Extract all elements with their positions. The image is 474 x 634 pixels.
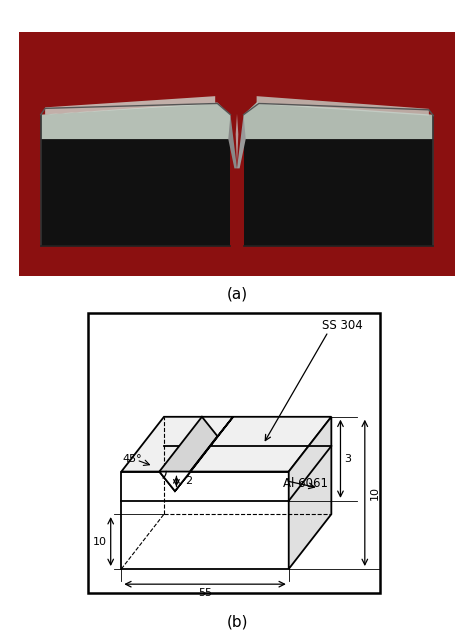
- Polygon shape: [244, 139, 433, 247]
- Polygon shape: [244, 103, 433, 139]
- Polygon shape: [45, 96, 215, 115]
- Polygon shape: [159, 472, 191, 491]
- Polygon shape: [121, 472, 289, 569]
- Polygon shape: [228, 115, 237, 169]
- Text: 2: 2: [185, 476, 193, 486]
- Polygon shape: [237, 115, 246, 169]
- Text: SS 304: SS 304: [322, 319, 363, 332]
- Text: 10: 10: [93, 536, 107, 547]
- Text: 55: 55: [198, 588, 212, 598]
- Text: 45°: 45°: [122, 454, 142, 464]
- Polygon shape: [175, 417, 233, 491]
- Polygon shape: [121, 417, 331, 472]
- Text: 10: 10: [369, 486, 379, 500]
- Text: (a): (a): [227, 287, 247, 302]
- Text: Al 6061: Al 6061: [283, 477, 328, 490]
- Polygon shape: [41, 103, 230, 139]
- Text: 3: 3: [345, 454, 351, 464]
- Polygon shape: [289, 417, 331, 569]
- Polygon shape: [159, 417, 218, 491]
- Polygon shape: [41, 139, 230, 247]
- Polygon shape: [256, 96, 429, 115]
- Text: (b): (b): [226, 615, 248, 630]
- Polygon shape: [236, 113, 238, 166]
